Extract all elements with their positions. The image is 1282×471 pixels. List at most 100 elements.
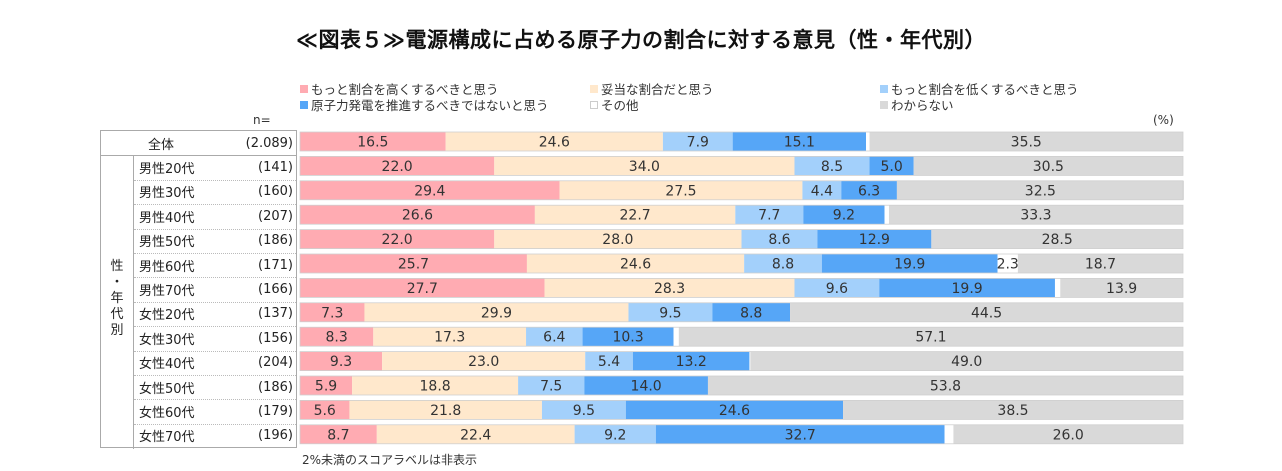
data-label: 30.5 bbox=[1033, 159, 1064, 175]
data-label: 57.1 bbox=[915, 330, 946, 346]
category-label: 男性50代 bbox=[139, 235, 195, 251]
bar-segment bbox=[1054, 278, 1061, 298]
bar-outline bbox=[299, 375, 1184, 396]
data-label: 26.6 bbox=[402, 208, 433, 224]
bar-segment bbox=[790, 302, 1183, 322]
bar-segment bbox=[300, 205, 535, 225]
bar-segment bbox=[300, 302, 365, 322]
legend-item-unknown: わからない bbox=[880, 95, 954, 114]
bar-outline bbox=[299, 155, 1184, 176]
legend-swatch-lower bbox=[880, 84, 888, 93]
category-label: 女性60代 bbox=[139, 406, 195, 422]
bar-segment bbox=[300, 156, 495, 176]
bar-segment bbox=[364, 302, 629, 322]
bar-segment bbox=[628, 302, 713, 322]
unit-label: (%) bbox=[1153, 113, 1174, 127]
legend-label-raise: もっと割合を高くするべきと思う bbox=[311, 82, 499, 97]
bar-segment bbox=[625, 400, 844, 420]
group-label-char: 性 bbox=[110, 259, 124, 274]
bar-segment bbox=[843, 400, 1183, 420]
sample-size-label: (141) bbox=[258, 160, 293, 176]
data-label: 5.0 bbox=[880, 159, 902, 175]
data-label: 23.0 bbox=[468, 354, 499, 370]
bar-segment bbox=[744, 254, 822, 273]
sample-size-label: (196) bbox=[258, 428, 293, 444]
bar-segment bbox=[735, 205, 804, 225]
data-label: 8.3 bbox=[326, 330, 348, 346]
data-label: 9.6 bbox=[826, 281, 848, 297]
data-label: 6.4 bbox=[543, 330, 565, 346]
bar-segment bbox=[741, 229, 818, 249]
sample-size-label: (160) bbox=[258, 184, 293, 200]
sample-size-label: (207) bbox=[258, 208, 293, 224]
row-divider bbox=[134, 179, 296, 181]
category-label: 男性60代 bbox=[139, 259, 195, 275]
data-label: 12.9 bbox=[859, 232, 890, 248]
data-label: 29.4 bbox=[414, 183, 445, 199]
bar-outline bbox=[299, 302, 1184, 323]
bar-outline bbox=[299, 326, 1184, 347]
data-label: 13.9 bbox=[1106, 281, 1137, 297]
row-divider bbox=[101, 155, 296, 157]
data-label: 49.0 bbox=[951, 354, 982, 370]
bar-segment bbox=[300, 327, 374, 347]
data-label: 5.9 bbox=[315, 379, 337, 395]
bar-segment bbox=[585, 351, 633, 371]
bar-segment bbox=[584, 376, 708, 395]
bar-segment bbox=[541, 400, 626, 420]
data-label: 9.3 bbox=[330, 354, 352, 370]
category-label: 女性70代 bbox=[139, 430, 195, 446]
bar-outline bbox=[299, 229, 1184, 249]
category-label: 女性30代 bbox=[139, 332, 195, 348]
row-divider bbox=[134, 423, 296, 425]
bar-segment bbox=[817, 229, 932, 249]
bar-outline bbox=[299, 399, 1184, 420]
bar-segment bbox=[931, 229, 1183, 249]
bar-segment bbox=[888, 205, 1183, 225]
data-label: 19.9 bbox=[952, 281, 983, 297]
bar-segment bbox=[582, 327, 674, 347]
data-label: 18.8 bbox=[420, 379, 451, 395]
row-divider bbox=[134, 399, 296, 401]
bar-segment bbox=[300, 376, 353, 395]
bar-segment bbox=[794, 278, 880, 298]
bar-segment bbox=[749, 351, 751, 371]
sample-size-label: (204) bbox=[258, 355, 293, 371]
data-label: 32.7 bbox=[785, 427, 816, 443]
data-label: 8.5 bbox=[821, 159, 843, 175]
group-label-char: 別 bbox=[110, 323, 124, 338]
data-label: 22.0 bbox=[382, 232, 413, 248]
legend-label-other: その他 bbox=[601, 98, 639, 113]
data-label: 24.6 bbox=[719, 403, 750, 419]
data-label: 24.6 bbox=[539, 135, 570, 151]
bar-segment bbox=[300, 400, 350, 420]
bar-segment bbox=[494, 156, 795, 176]
row-divider bbox=[134, 204, 296, 206]
data-label: 44.5 bbox=[971, 305, 1002, 321]
legend-swatch-other bbox=[590, 100, 598, 109]
sample-size-label: (179) bbox=[258, 404, 293, 420]
bar-outline bbox=[299, 131, 1184, 152]
group-label-char: 代 bbox=[110, 307, 124, 322]
category-table: 性・年代別 全体 (2.089) 男性20代 (141) 男性30代 (160) 男性40代… bbox=[100, 130, 297, 449]
bar-segment bbox=[997, 254, 1018, 273]
bar-segment bbox=[300, 351, 383, 371]
bar-segment bbox=[794, 156, 870, 176]
bar-segment bbox=[526, 254, 745, 273]
data-label: 8.7 bbox=[327, 427, 349, 443]
data-label: 53.8 bbox=[930, 379, 961, 395]
row-divider bbox=[134, 228, 296, 230]
bar-segment bbox=[300, 424, 377, 444]
bar-segment bbox=[953, 424, 1183, 444]
data-label: 4.4 bbox=[811, 183, 833, 199]
data-label: 15.1 bbox=[784, 135, 815, 151]
category-label: 全体 bbox=[147, 137, 174, 153]
legend-swatch-unknown bbox=[880, 100, 888, 109]
data-label: 28.0 bbox=[602, 232, 633, 248]
bar-segment bbox=[662, 132, 733, 151]
row-divider bbox=[134, 253, 296, 254]
chart-title: ≪図表５≫電源構成に占める原子力の割合に対する意見（性・年代別） bbox=[296, 28, 986, 52]
category-label: 女性40代 bbox=[139, 357, 195, 373]
data-label: 33.3 bbox=[1020, 208, 1051, 224]
legend-item-appropriate: 妥当な割合だと思う bbox=[590, 79, 714, 98]
